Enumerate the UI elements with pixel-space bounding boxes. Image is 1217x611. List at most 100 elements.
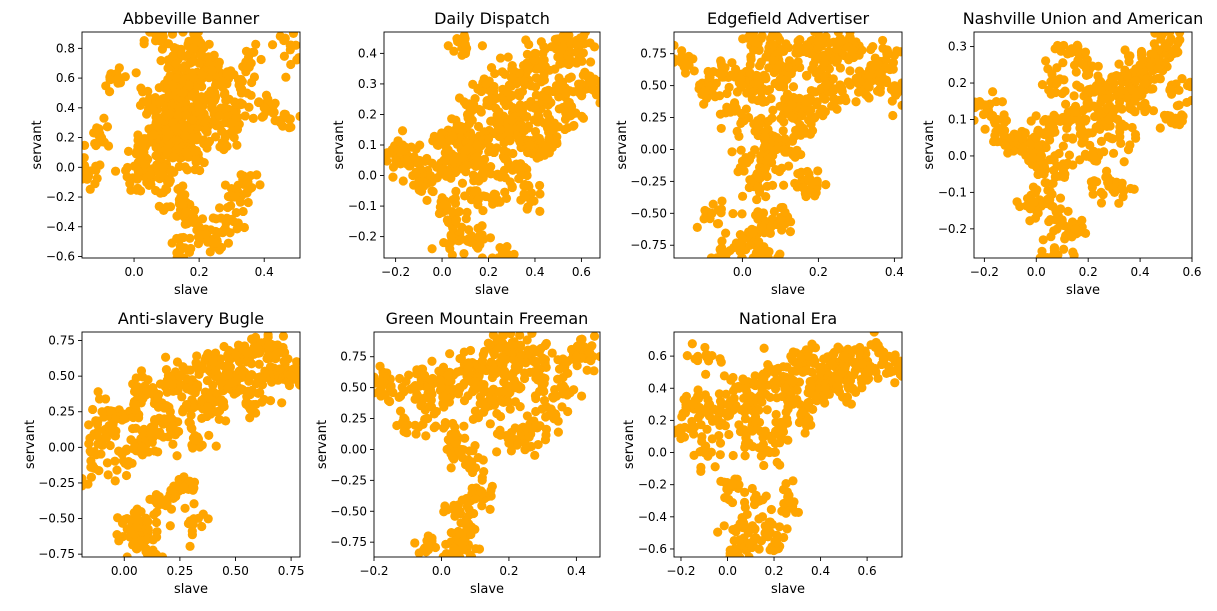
scatter-point-fill bbox=[1175, 32, 1185, 38]
y-tick-label: 0.6 bbox=[56, 71, 75, 85]
scatter-point bbox=[178, 63, 188, 73]
y-tick-label: −0.4 bbox=[46, 220, 75, 234]
scatter-point bbox=[1078, 60, 1088, 70]
scatter-point-fill bbox=[446, 463, 456, 473]
axes-frame bbox=[81, 31, 301, 259]
scatter-point-fill bbox=[486, 357, 496, 367]
y-tick-label: 0.4 bbox=[56, 101, 75, 115]
y-tick-label: 0.75 bbox=[640, 47, 667, 61]
scatter-point-fill bbox=[582, 365, 592, 375]
scatter-point-fill bbox=[1059, 75, 1069, 85]
scatter-point-fill bbox=[845, 32, 855, 37]
scatter-point-fill bbox=[245, 413, 255, 423]
scatter-point-fill bbox=[560, 124, 570, 135]
scatter-point-fill bbox=[845, 66, 855, 76]
scatter-point-fill bbox=[232, 140, 242, 150]
scatter-point-fill bbox=[1041, 56, 1051, 66]
scatter-point-fill bbox=[792, 385, 802, 395]
scatter-point-fill bbox=[1168, 49, 1178, 59]
scatter-point bbox=[194, 222, 204, 232]
scatter-point bbox=[472, 140, 482, 150]
scatter-point bbox=[792, 359, 802, 369]
scatter-point-fill bbox=[572, 341, 583, 351]
scatter-point-fill bbox=[812, 176, 822, 186]
scatter-point-fill bbox=[492, 447, 502, 457]
scatter-point-fill bbox=[188, 443, 198, 453]
scatter-point-fill bbox=[180, 130, 190, 141]
scatter-point bbox=[1117, 184, 1127, 194]
scatter-point-fill bbox=[801, 98, 811, 108]
scatter-point-fill bbox=[233, 180, 243, 190]
scatter-point-fill bbox=[427, 158, 437, 168]
scatter-point-fill bbox=[395, 373, 405, 384]
scatter-point bbox=[1057, 220, 1067, 230]
scatter-point-fill bbox=[187, 530, 197, 540]
scatter-point-fill bbox=[492, 408, 502, 419]
scatter-point-fill bbox=[1123, 145, 1134, 155]
scatter-point-fill bbox=[793, 57, 803, 67]
scatter-point-fill bbox=[794, 48, 804, 58]
scatter-point-fill bbox=[171, 59, 181, 69]
scatter-point-fill bbox=[172, 451, 182, 461]
scatter-point-fill bbox=[872, 86, 883, 96]
scatter-point bbox=[781, 383, 791, 393]
scatter-point-fill bbox=[764, 63, 774, 73]
scatter-point-fill bbox=[1150, 32, 1160, 38]
scatter-point bbox=[743, 528, 754, 538]
scatter-point bbox=[827, 359, 837, 369]
scatter-point-fill bbox=[589, 366, 599, 376]
scatter-point-fill bbox=[531, 90, 541, 100]
scatter-point bbox=[1075, 129, 1086, 139]
scatter-point-fill bbox=[477, 221, 487, 231]
scatter-point-fill bbox=[91, 165, 101, 175]
scatter-point-fill bbox=[974, 115, 979, 125]
scatter-point-fill bbox=[784, 490, 794, 500]
scatter-point-fill bbox=[258, 111, 269, 121]
scatter-point bbox=[820, 383, 830, 393]
scatter-point-fill bbox=[514, 68, 525, 78]
scatter-point-fill bbox=[454, 93, 465, 103]
scatter-point-fill bbox=[586, 57, 596, 67]
scatter-point-fill bbox=[178, 32, 188, 37]
scatter-point-fill bbox=[797, 111, 807, 121]
scatter-point bbox=[96, 132, 107, 143]
scatter-point-fill bbox=[468, 414, 478, 424]
scatter-point-fill bbox=[1096, 136, 1107, 146]
scatter-point-fill bbox=[415, 140, 425, 150]
scatter-point bbox=[718, 68, 729, 78]
scatter-point-fill bbox=[130, 442, 140, 452]
scatter-point-fill bbox=[754, 45, 764, 56]
scatter-point-fill bbox=[477, 475, 487, 485]
scatter-point-fill bbox=[474, 176, 484, 186]
scatter-point-fill bbox=[515, 332, 525, 340]
scatter-point bbox=[1088, 151, 1098, 161]
scatter-point-fill bbox=[239, 222, 250, 233]
scatter-point bbox=[798, 183, 808, 193]
scatter-point-fill bbox=[191, 145, 202, 156]
scatter-point bbox=[554, 364, 565, 374]
scatter-point bbox=[158, 162, 168, 172]
scatter-point-fill bbox=[238, 206, 248, 217]
scatter-point-fill bbox=[255, 387, 265, 398]
scatter-point-fill bbox=[196, 50, 206, 60]
scatter-point-fill bbox=[801, 416, 812, 427]
y-tick-label: 0.2 bbox=[56, 131, 75, 145]
scatter-point bbox=[745, 68, 755, 78]
scatter-point bbox=[135, 155, 146, 165]
scatter-point-fill bbox=[787, 366, 797, 376]
scatter-point bbox=[1062, 49, 1073, 59]
scatter-point-fill bbox=[1108, 148, 1119, 158]
scatter-point-fill bbox=[197, 440, 207, 450]
x-axis-label: slave bbox=[174, 582, 208, 597]
scatter-point-fill bbox=[756, 451, 766, 461]
scatter-point-fill bbox=[878, 354, 888, 365]
scatter-point bbox=[741, 431, 751, 442]
scatter-point-fill bbox=[747, 426, 757, 436]
scatter-point-fill bbox=[1055, 193, 1066, 203]
scatter-point-fill bbox=[172, 233, 182, 244]
scatter-point-fill bbox=[589, 332, 600, 341]
scatter-point-fill bbox=[521, 35, 531, 45]
scatter-point-fill bbox=[1127, 122, 1137, 133]
scatter-point-fill bbox=[1155, 123, 1165, 133]
scatter-point-fill bbox=[500, 187, 510, 197]
